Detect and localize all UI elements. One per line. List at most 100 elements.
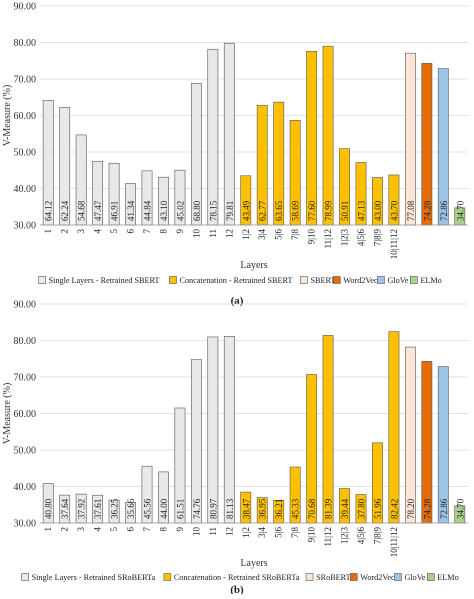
data-label: 34.70 [455, 498, 465, 519]
legend-swatch [410, 276, 418, 284]
data-label: 40.80 [44, 498, 54, 519]
x-tick-label: 5|6 [274, 527, 284, 538]
x-tick-label: 1 [43, 527, 53, 532]
data-label: 81.13 [225, 498, 235, 519]
y-tick-label: 90.00 [14, 300, 37, 311]
data-label: 36.21 [274, 499, 284, 519]
bar [322, 45, 334, 226]
data-label: 77.60 [307, 200, 317, 221]
legend-label: GloVe [404, 573, 425, 582]
x-tick-label: 7 [142, 527, 152, 532]
data-label: 45.33 [291, 498, 301, 519]
x-tick-label: 4|5|6 [356, 229, 366, 247]
x-tick-label: 5|6 [274, 229, 284, 240]
x-tick-label: 5 [109, 229, 119, 234]
data-label: 37.64 [60, 498, 70, 519]
data-label: 77.08 [406, 200, 416, 221]
x-tick-label: 10|11|12 [389, 527, 399, 557]
x-tick-label: 11 [208, 527, 218, 536]
x-tick-label: 1 [43, 229, 53, 234]
panel-label: (a) [231, 295, 244, 307]
data-label: 47.47 [93, 200, 103, 221]
x-tick-label: 11|12 [323, 229, 333, 248]
data-label: 39.44 [340, 498, 350, 519]
x-tick-label: 9|10 [307, 527, 317, 543]
y-tick-label: 50.00 [14, 446, 37, 457]
x-tick-label: 7|8|9 [372, 527, 382, 545]
legend-swatch [169, 276, 177, 284]
data-label: 78.99 [324, 200, 334, 221]
x-tick-label: 3 [76, 527, 86, 532]
y-tick-label: 30.00 [14, 519, 37, 530]
data-label: 50.91 [340, 201, 350, 221]
data-label: 81.39 [324, 498, 334, 519]
x-tick-label: 2 [60, 229, 70, 234]
y-tick-label: 80.00 [14, 336, 37, 347]
x-tick-label: 11 [208, 229, 218, 238]
x-tick-label: 10 [191, 229, 201, 239]
x-axis-label: Layers [240, 260, 267, 271]
data-label: 74.28 [422, 200, 432, 221]
data-label: 68.80 [192, 200, 202, 221]
legend-label: ELMo [437, 573, 458, 582]
data-label: 43.70 [389, 200, 399, 221]
data-label: 34.70 [455, 200, 465, 221]
data-label: 78.20 [406, 498, 416, 519]
x-tick-label: 4 [93, 527, 103, 532]
x-tick-label: 7|8 [290, 527, 300, 538]
y-tick-label: 30.00 [14, 221, 37, 232]
data-label: 36.95 [258, 498, 268, 519]
x-tick-label: 12 [224, 229, 234, 238]
data-label: 74.76 [192, 498, 202, 519]
legend-swatch [394, 573, 402, 581]
x-tick-label: 1|2 [241, 229, 251, 240]
x-tick-label: 1|2|3 [340, 229, 350, 247]
legend-swatch [377, 276, 385, 284]
data-label: 44.84 [143, 200, 153, 221]
data-label: 47.13 [357, 200, 367, 221]
x-tick-label: 4 [93, 229, 103, 234]
y-axis-label: V-Measure (%) [2, 383, 13, 445]
data-label: 72.86 [439, 498, 449, 519]
x-tick-label: 8 [158, 527, 168, 532]
legend-swatch [300, 276, 308, 284]
bar [306, 50, 318, 226]
x-tick-label: 8 [158, 229, 168, 234]
legend-label: Word2Vec [360, 573, 395, 582]
data-label: 74.28 [422, 498, 432, 519]
y-tick-label: 80.00 [14, 38, 37, 49]
bar [404, 346, 416, 524]
data-label: 70.68 [307, 498, 317, 519]
data-label: 62.77 [258, 200, 268, 221]
data-label: 37.80 [357, 498, 367, 519]
y-tick-label: 60.00 [14, 111, 37, 122]
x-tick-label: 9|10 [307, 229, 317, 245]
x-tick-label: 3 [76, 229, 86, 234]
data-label: 61.51 [175, 499, 185, 519]
legend-swatch [332, 276, 341, 284]
data-label: 41.34 [126, 200, 136, 221]
legend-label: Word2Vec [343, 276, 378, 285]
x-tick-label: 3|4 [257, 229, 267, 240]
data-label: 79.81 [225, 201, 235, 221]
x-axis-label: Layers [240, 558, 267, 569]
legend-swatch [349, 573, 358, 581]
legend-swatch [163, 573, 172, 581]
x-tick-label: 3|4 [257, 527, 267, 538]
data-label: 62.24 [60, 200, 70, 221]
data-label: 45.56 [143, 498, 153, 519]
panel-label: (b) [230, 584, 244, 594]
data-label: 58.69 [291, 200, 301, 221]
y-tick-label: 40.00 [14, 184, 37, 195]
x-tick-label: 6 [126, 527, 136, 532]
data-label: 44.00 [159, 498, 169, 519]
legend-label: Concatenation - Retrained SRoBERTa [174, 573, 300, 582]
legend-swatch [21, 573, 29, 581]
x-tick-label: 11|12 [323, 527, 333, 546]
y-tick-label: 40.00 [14, 482, 37, 493]
data-label: 35.66 [126, 498, 136, 519]
x-tick-label: 6 [126, 229, 136, 234]
x-tick-label: 5 [109, 527, 119, 532]
